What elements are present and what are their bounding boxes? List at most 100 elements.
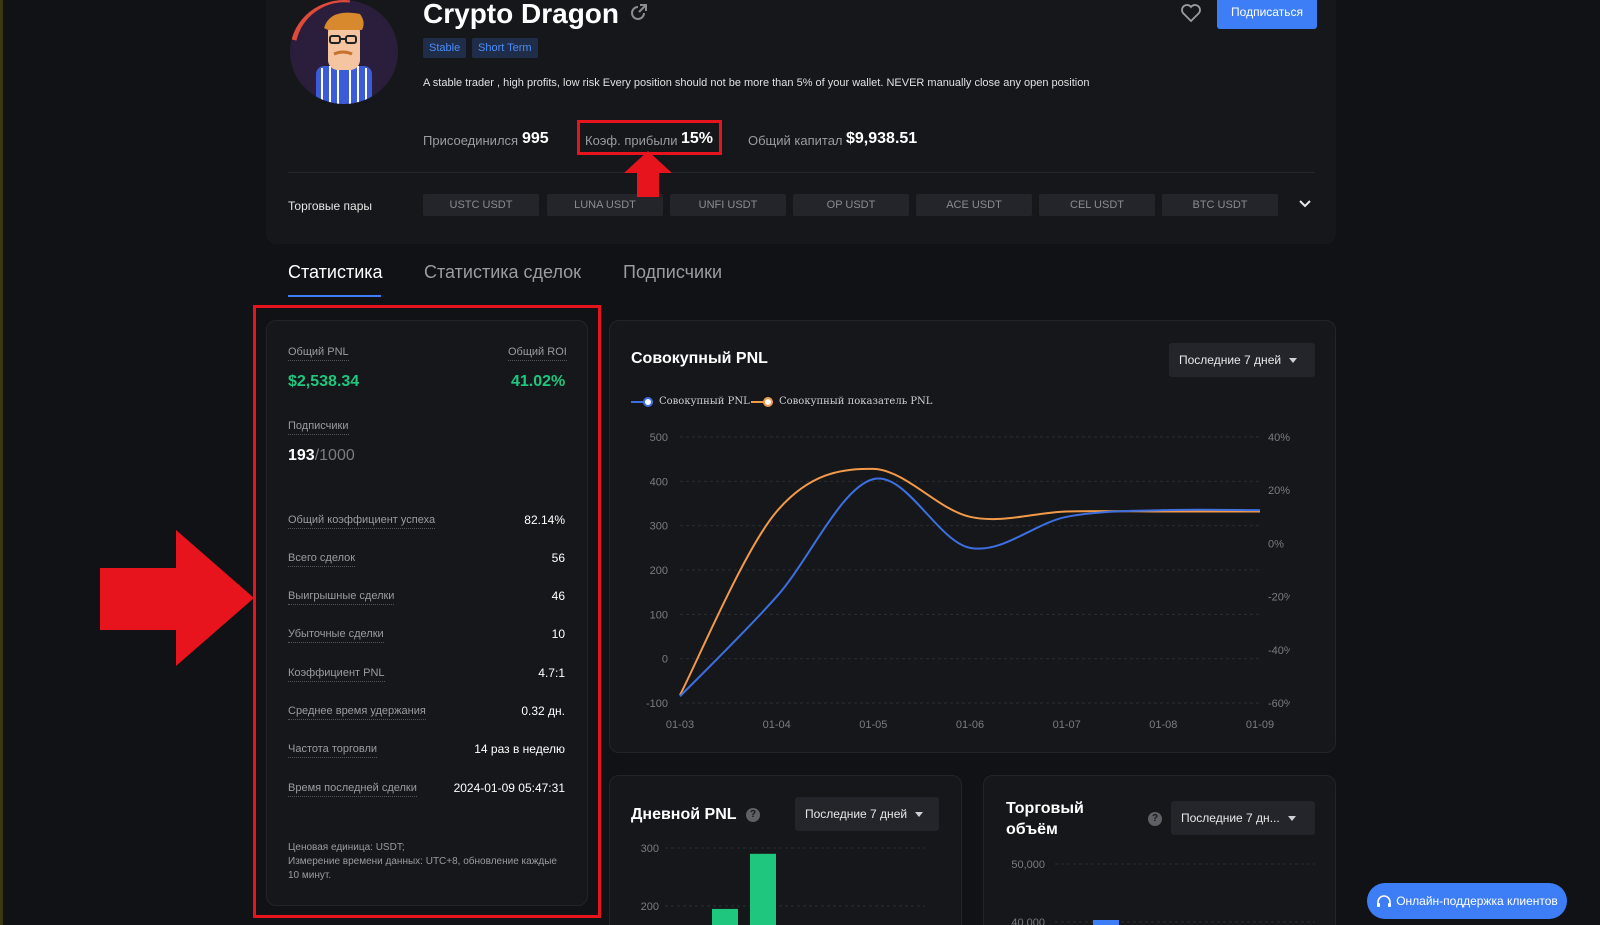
joined-value: 995 [522,130,549,147]
stat-row-label: Частота торговли [288,743,378,758]
subscribers-max: /1000 [314,447,355,464]
legend-label: Совокупный PNL [659,396,750,407]
annotation-highlight-box [253,305,601,918]
capital-label: Общий капитал [748,133,843,148]
stat-row-value: 0.32 дн. [521,704,565,718]
subscribers-label: Подписчики [288,420,349,435]
stat-row-label: Общий коэффициент успеха [288,514,436,529]
stat-row-value: 56 [551,551,565,565]
caret-down-icon [1287,816,1296,822]
tab-subscribers[interactable]: Подписчики [623,262,723,282]
y2-tick-label: -40% [1268,645,1290,657]
stat-row-label: Время последней сделки [288,782,417,797]
annotation-arrow-up-icon [624,151,672,197]
headset-icon [1377,895,1392,907]
left-edge-line [0,0,3,925]
legend-line [751,400,773,403]
y2-tick-label: -20% [1268,592,1290,604]
annotation-highlight-box [577,120,722,155]
trading-pairs-label: Торговые пары [288,199,373,213]
tab-trade-statistics[interactable]: Статистика сделок [424,262,582,282]
y-tick-label: 40,000 [1011,917,1045,925]
subscribe-button[interactable]: Подписаться [1217,0,1317,29]
chevron-down-icon[interactable] [1299,200,1311,208]
cumulative-period-dropdown[interactable]: Последние 7 дней [1169,343,1315,377]
cumulative-pnl-card [609,320,1336,753]
dropdown-value: Последние 7 дней [805,807,908,821]
pair-chip[interactable]: OP USDT [793,194,909,216]
daily-bar [750,853,776,925]
trade-volume-chart: 50,000 40,000 [1011,859,1315,925]
share-link-icon[interactable] [630,3,648,21]
pair-chip[interactable]: UNFI USDT [670,194,786,216]
pair-chip[interactable]: CEL USDT [1039,194,1155,216]
daily-bar [712,908,738,925]
stat-row-label: Выигрышные сделки [288,590,395,605]
stat-row-label: Среднее время удержания [288,705,426,720]
x-tick-label: 01-09 [1246,719,1274,731]
stat-row-value: 2024-01-09 05:47:31 [453,781,565,795]
tag-short-term: Short Term [472,38,538,58]
statistics-panel [266,320,588,906]
total-pnl-value: $2,538.34 [288,373,360,390]
legend-marker [643,396,653,407]
y-tick-label: 0 [662,654,668,666]
y-tick-label: 50,000 [1011,859,1045,871]
help-icon[interactable]: ? [1148,812,1162,826]
pair-chip[interactable]: USTC USDT [423,194,539,216]
profit-ratio-label: Коэф. прибыли [585,133,678,148]
header-divider [288,172,1315,173]
pair-chip[interactable]: BTC USDT [1162,194,1278,216]
total-roi-label: Общий ROI [508,346,567,361]
data-note: Ценовая единица: USDT; Измерение времени… [288,841,558,883]
x-tick-label: 01-04 [763,719,791,731]
legend-cumulative-pnl[interactable]: Совокупный PNL [631,396,750,407]
stat-row-value: 46 [551,589,565,603]
help-icon[interactable]: ? [746,808,760,822]
y-tick-label: -100 [646,698,668,710]
pair-chip[interactable]: ACE USDT [916,194,1032,216]
support-label: Онлайн-поддержка клиентов [1396,894,1558,908]
trade-volume-title: Торговый объём [1006,800,1084,838]
stat-row-value: 14 раз в неделю [474,742,565,756]
legend-label: Совокупный показатель PNL [779,396,933,407]
y-tick-label: 400 [650,476,668,488]
note-line: Ценовая единица: USDT; [288,842,405,853]
daily-period-dropdown[interactable]: Последние 7 дней [795,797,939,831]
trade-volume-card [983,775,1336,925]
legend-cumulative-pnl-rate[interactable]: Совокупный показатель PNL [751,396,933,407]
pair-chip[interactable]: LUNA USDT [547,194,663,216]
total-roi-value: 41.02% [511,373,566,390]
volume-period-dropdown[interactable]: Последние 7 дн... [1171,801,1315,835]
y-tick-label: 500 [650,432,668,444]
stat-row-value: 10 [551,627,565,641]
total-pnl-label: Общий PNL [288,346,349,361]
x-tick-label: 01-08 [1149,719,1177,731]
note-line: Измерение времени данных: UTC+8, обновле… [288,856,557,881]
y-tick-label: 100 [650,609,668,621]
y-tick-label: 300 [650,521,668,533]
x-tick-label: 01-03 [666,719,694,731]
online-support-button[interactable]: Онлайн-поддержка клиентов [1367,883,1567,919]
subscribers-count: 193/1000 [288,447,355,465]
trader-avatar[interactable] [290,0,398,104]
y-tick-label: 300 [641,843,659,855]
capital-value: $9,938.51 [846,130,918,147]
y2-tick-label: 40% [1268,432,1290,444]
tab-statistics[interactable]: Статистика [288,262,383,282]
favorite-heart-icon[interactable] [1180,3,1202,23]
daily-pnl-title: Дневной PNL [631,806,737,823]
legend-line [631,400,653,403]
subscribers-value: 193 [288,447,315,464]
trader-name: Crypto Dragon [423,0,619,29]
volume-bar [1093,920,1119,925]
joined-label: Присоединился [423,133,519,148]
y-tick-label: 200 [641,901,659,913]
y-tick-label: 200 [650,565,668,577]
stat-row-label: Убыточные сделки [288,628,384,643]
cumulative-pnl-title: Совокупный PNL [631,350,768,367]
stat-row-label: Коэффициент PNL [288,667,385,682]
caret-down-icon [1289,358,1298,364]
active-tab-indicator [288,295,381,297]
stat-row-value: 4.7:1 [538,666,565,680]
